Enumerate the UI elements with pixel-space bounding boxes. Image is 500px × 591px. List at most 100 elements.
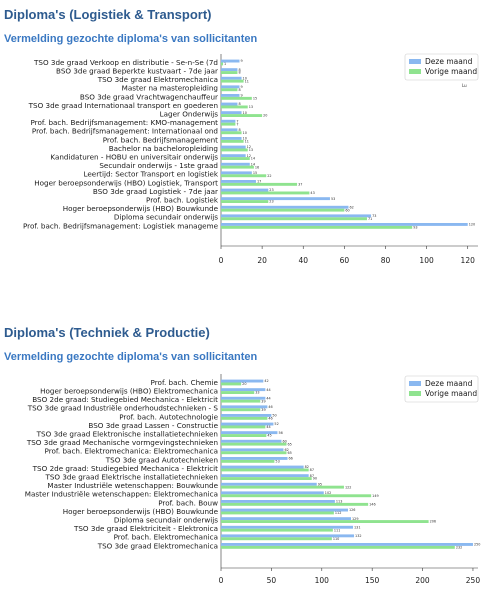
bar-value-label: 50 — [272, 414, 276, 418]
bar-value-label: 52 — [274, 422, 278, 426]
bar-value-label: 8 — [238, 71, 240, 75]
bar-previous-month — [221, 79, 244, 83]
bar-current-month — [221, 137, 242, 140]
bar-previous-month — [221, 434, 267, 437]
category-label: TSO 3de graad Verkoop en distributie - S… — [33, 58, 218, 67]
bar-value-label: 56 — [278, 431, 282, 435]
category-label: Kandidaturen - HOBU en universitair onde… — [50, 153, 218, 162]
category-label: Secundair onderwijs - 1ste graad — [99, 161, 218, 170]
bar-current-month — [221, 431, 278, 435]
bar-previous-month — [221, 511, 334, 515]
bar-value-label: 129 — [352, 517, 358, 521]
bar-value-label: 90 — [313, 477, 317, 481]
bar-previous-month — [221, 425, 266, 429]
bar-previous-month — [221, 442, 287, 446]
bar-previous-month — [221, 165, 254, 169]
bar-previous-month — [221, 528, 333, 532]
chart2-heading: Diploma's (Techniek & Productie) — [4, 325, 210, 340]
bar-previous-month — [221, 399, 261, 403]
bar-current-month — [221, 205, 349, 209]
bar-value-label: 8 — [238, 128, 240, 132]
bar-current-month — [221, 388, 266, 392]
bar-current-month — [221, 543, 473, 546]
bar-value-label: 95 — [318, 482, 322, 486]
bar-previous-month — [221, 502, 369, 506]
bar-value-label: 206 — [430, 520, 436, 524]
category-label: Diploma secundair onderwijs — [114, 213, 218, 222]
bar-previous-month — [221, 451, 287, 455]
category-label: Prof. bach. Bedrijfsmanagement: Logistie… — [23, 221, 219, 230]
category-label: BSO 3de graad Logistiek - 7de jaar — [93, 187, 218, 196]
bar-value-label: 13 — [249, 148, 253, 152]
bar-current-month — [221, 500, 335, 503]
category-label: TSO 3de graad Internationaal transport e… — [28, 101, 218, 110]
category-label: Prof. bach. Bedrijfsmanagement: KMO-mana… — [30, 118, 218, 127]
bar-previous-month — [221, 62, 224, 66]
bar-value-label: 93 — [413, 226, 417, 230]
category-label: TSO 3de graad Industriële onderhoudstech… — [27, 404, 219, 413]
bar-value-label: 110 — [333, 537, 339, 541]
bar-value-label: 7 — [236, 122, 238, 126]
x-tick-label: 50 — [267, 576, 277, 585]
bar-current-month — [221, 457, 288, 460]
legend-label: Deze maand — [425, 57, 473, 66]
bar-value-label: 33 — [255, 391, 259, 395]
bar-value-label: 132 — [355, 534, 361, 538]
bar-value-label: 15 — [253, 97, 257, 101]
bar-value-label: 12 — [247, 154, 251, 158]
legend-label: Vorige maand — [425, 67, 477, 76]
bar-previous-month — [221, 459, 275, 463]
bar-previous-month — [221, 485, 344, 489]
bar-value-label: 37 — [298, 183, 302, 187]
bar-current-month — [221, 68, 238, 72]
category-label: BSO 3de graad Vrachtwagenchauffeur — [80, 92, 218, 101]
bar-current-month — [221, 59, 240, 63]
bar-current-month — [221, 145, 246, 149]
bar-previous-month — [221, 537, 332, 541]
bar-previous-month — [221, 520, 429, 523]
x-tick-label: 120 — [461, 256, 476, 265]
bar-previous-month — [221, 416, 268, 420]
bar-value-label: 232 — [456, 546, 462, 550]
bar-value-label: 15 — [253, 171, 257, 175]
bar-value-label: 62 — [284, 448, 288, 452]
bar-previous-month — [221, 208, 345, 212]
chart2-svg: Prof. bach. Chemie 42 20 Hoger beroepsonder… — [25, 374, 480, 585]
bar-value-label: 62 — [349, 205, 353, 209]
bar-previous-month — [221, 131, 242, 135]
bar-previous-month — [221, 408, 261, 412]
category-label: Prof. bach. Bouw — [158, 498, 218, 507]
category-label: Master Industriële wetenschappen: Bouwku… — [47, 481, 218, 490]
bar-value-label: 65 — [288, 451, 292, 455]
x-tick-label: 200 — [415, 576, 430, 585]
bar-value-label: 126 — [349, 508, 355, 512]
legend-note: Lu — [462, 83, 467, 88]
category-label: Prof. bach. Chemie — [151, 378, 219, 387]
bar-current-month — [221, 422, 274, 426]
category-label: Prof. bach. Bedrijfsmanagement: Internat… — [32, 127, 218, 136]
bar-value-label: 43 — [310, 191, 314, 195]
x-tick-label: 150 — [365, 576, 380, 585]
bar-previous-month — [221, 200, 269, 203]
bar-current-month — [221, 517, 352, 521]
category-label: Prof. bach. Elektromechanica — [114, 533, 218, 542]
bar-current-month — [221, 379, 264, 383]
bar-value-label: 146 — [369, 503, 375, 507]
category-label: TSO 2de graad: Studiegebied Mechanica - … — [32, 464, 219, 473]
bar-value-label: 8 — [238, 68, 240, 72]
bar-value-label: 14 — [251, 157, 255, 161]
bar-value-label: 12 — [247, 145, 251, 149]
bar-value-label: 73 — [372, 214, 376, 218]
bar-previous-month — [221, 122, 236, 126]
category-label: Prof. bach. Autotechnologie — [119, 412, 218, 421]
bar-value-label: 1 — [224, 62, 226, 66]
bar-previous-month — [221, 477, 312, 480]
bar-current-month — [221, 465, 304, 469]
bar-previous-month — [221, 391, 255, 394]
bar-value-label: 71 — [368, 217, 372, 221]
category-label: TSO 3de graad Elektromechanica — [97, 75, 218, 84]
category-label: Prof. bach. Bedrijfsmanagement — [103, 135, 218, 144]
category-label: TSO 3de graad Elektromechanica — [97, 541, 218, 550]
bar-current-month — [221, 188, 269, 192]
